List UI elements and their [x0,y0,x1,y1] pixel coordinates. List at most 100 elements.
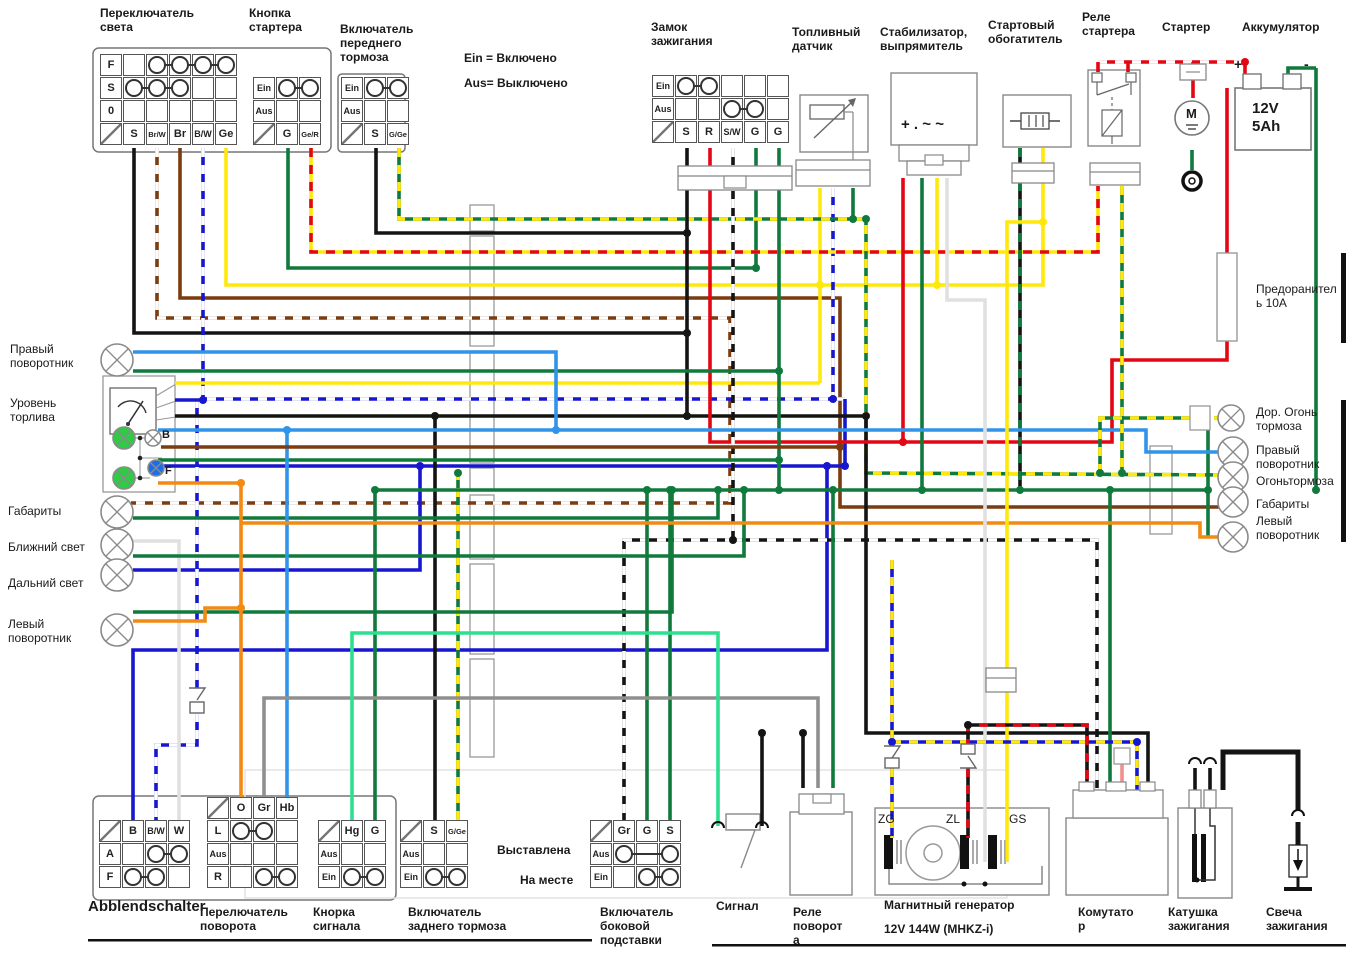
contact-cell [698,75,720,97]
wire-black [1220,749,1301,810]
junction-dot [918,486,926,494]
contact-cell [276,820,298,842]
junction-dot [899,438,907,446]
junction-dot [775,486,783,494]
starter-motor [1174,100,1210,136]
lamp-cross [105,533,129,557]
shape [126,422,130,426]
junction-dot [862,412,870,420]
wire-green [133,490,674,614]
center-connector [469,494,495,560]
shape [1197,808,1216,881]
junction-dot [829,486,837,494]
contact-cell [659,866,681,888]
junction-dot [933,281,941,289]
contact-cell [364,866,386,888]
contact-circle [125,79,143,97]
hook-connector [1291,809,1305,817]
wire-green [286,148,756,270]
contact-link [241,830,264,833]
frame-bar [1341,253,1346,343]
junction-dot [758,729,766,737]
title-starter-relay: Реле стартера [1082,10,1135,39]
contact-link [686,85,709,88]
contact-cell [423,843,445,865]
junction-dot [552,426,560,434]
contact-link [287,87,310,90]
title-side-stand: Включатель боковой подставки [600,905,674,948]
diag-cell [253,123,275,145]
contact-cell [721,75,743,97]
title-fuel-sensor: Топливный датчик [792,25,861,54]
lamp-cross [105,348,129,372]
label-gabarity-left: Габариты [8,504,62,518]
contact-circle [255,822,273,840]
junction-dot [416,462,424,470]
pin-Ein: Ein [590,866,612,888]
pin-O: O [230,797,252,819]
pin-G: G [744,121,766,143]
lamp-cross [115,469,133,487]
contact-circle [700,77,718,95]
contact-cell [744,98,766,120]
contact-link [156,853,179,856]
shape [189,701,205,714]
pin-S: S [123,123,145,145]
pin-Aus: Aus [590,843,612,865]
junction-dot [371,486,379,494]
contact-cell [276,100,298,122]
wire-stripe [309,148,1100,254]
shape [1105,781,1127,792]
label-low-beam: Ближний свет [8,540,85,554]
pin-B/W: B/W [145,820,167,842]
label-na-meste: На месте [520,873,574,887]
lamp-cross [105,618,129,642]
flasher-relay-box [789,811,853,896]
contact-link [375,87,398,90]
label-zl: ZL [946,812,961,826]
contact-cell [675,98,697,120]
lamp-cross [115,429,133,447]
contact-cell [215,77,237,99]
main-fuse [1216,252,1238,342]
pin-Aus: Aus [400,843,422,865]
junction-dot [431,412,439,420]
battery-box [1234,87,1312,151]
frame-bar [1341,400,1346,542]
contact-link [352,876,375,879]
diode [960,755,978,769]
label-starter-m: M [1186,106,1197,121]
junction-dot [841,462,849,470]
junction-dot [775,456,783,464]
pin-B: B [122,820,144,842]
coil-terminal [1203,789,1217,809]
battery-terminal [1242,73,1262,90]
wire-whitew [945,178,987,862]
junction-dot [683,412,691,420]
shape [1201,834,1206,882]
junction-dot [714,486,722,494]
wire-black [374,148,687,235]
junction-dot [1241,58,1249,66]
pin-Ein: Ein [341,77,363,99]
fuel-connector [795,159,871,187]
contact-cell [253,820,275,842]
shape [137,435,143,441]
junction-dot [1096,469,1104,477]
contact-cell [146,77,168,99]
label-stab-symbols: + . ~ ~ [901,116,944,133]
shape [1096,83,1130,96]
wire-blue [131,466,829,820]
center-connector [469,658,495,758]
wire-stripe [733,538,1099,796]
contact-link [264,876,287,879]
wire-gray [262,696,820,797]
wire-green [133,490,720,520]
diag-cell [207,797,229,819]
shape [137,455,143,461]
contact-circle [147,868,165,886]
lamp-cross [1221,440,1245,464]
contact-cell [276,77,298,99]
contact-circle [661,868,679,886]
